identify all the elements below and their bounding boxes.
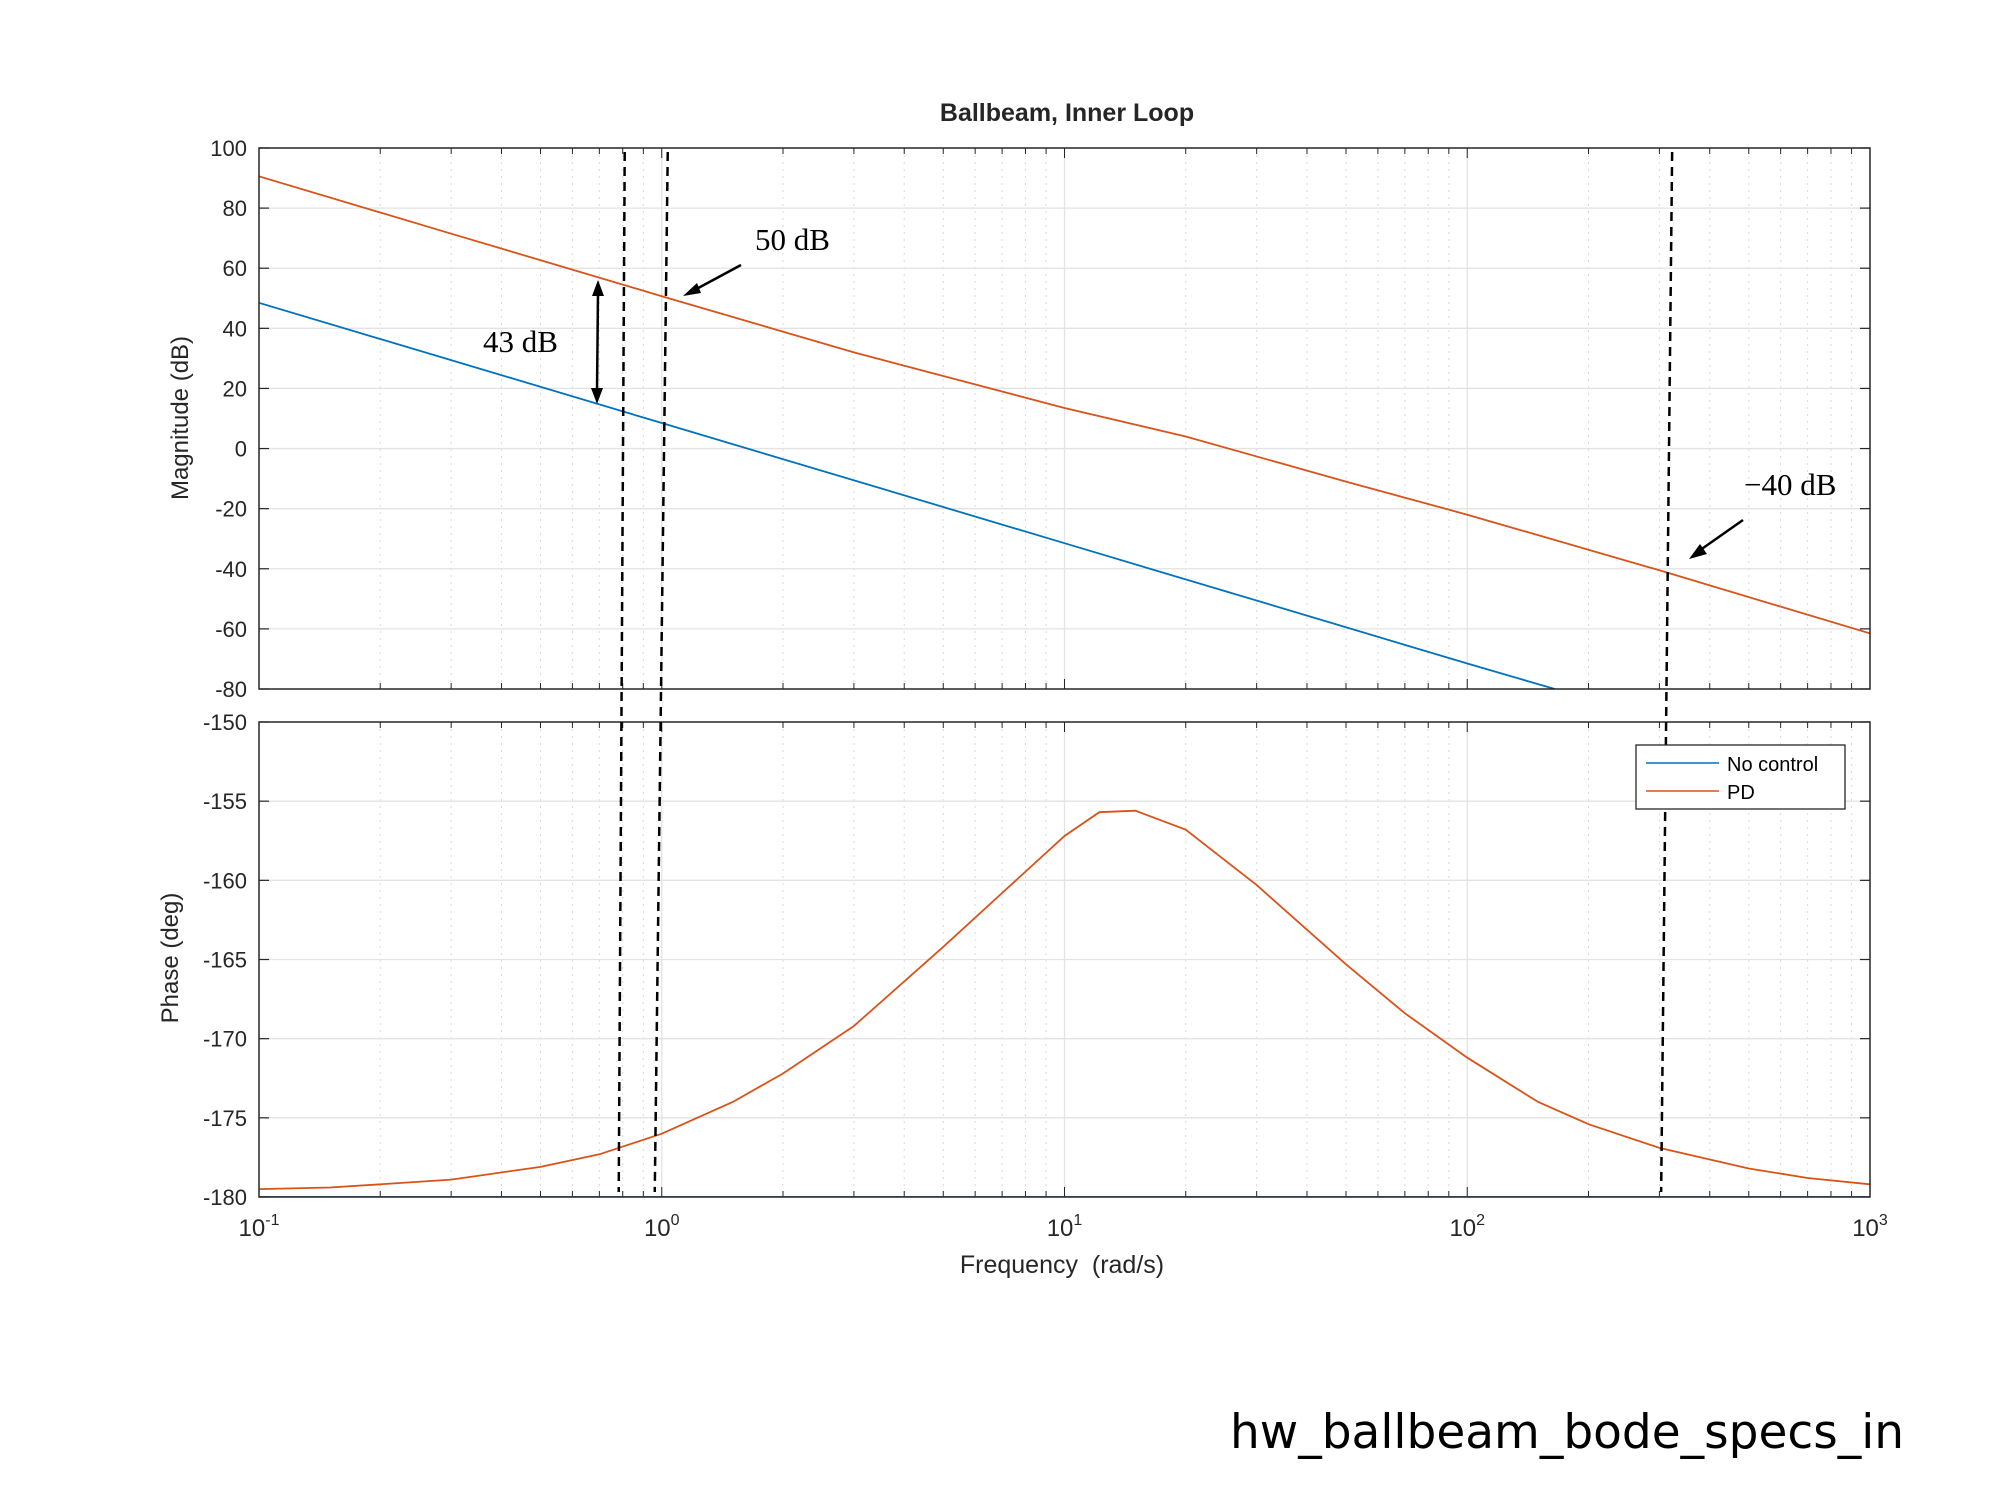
annotation-minus40db: −40 dB xyxy=(1744,467,1836,502)
legend-label-pd: PD xyxy=(1727,782,1755,804)
x-axis-label: Frequency (rad/s) xyxy=(960,1251,1164,1279)
y-tick-label: 20 xyxy=(223,376,247,401)
series-line-no-control-magnitude xyxy=(259,301,1556,689)
y-tick-label: -180 xyxy=(203,1185,247,1210)
annotations: 50 dB 43 dB −40 dB xyxy=(483,222,1836,559)
annotation-43db-arrowhead-bottom xyxy=(591,388,603,404)
y-tick-label: -40 xyxy=(215,557,247,582)
y-tick-label: 60 xyxy=(223,256,247,281)
magnitude-y-axis-label: Magnitude (dB) xyxy=(167,336,194,500)
magnitude-axes-box xyxy=(258,147,1871,690)
magnitude-y-tick-labels: -80 -60 -40 -20 0 20 40 60 80 100 xyxy=(210,136,247,702)
y-tick-label: -165 xyxy=(203,948,247,973)
y-tick-label: -170 xyxy=(203,1027,247,1052)
chart-title: Ballbeam, Inner Loop xyxy=(940,99,1194,127)
x-tick-label: 100 xyxy=(644,1212,680,1242)
annotation-minus40db-arrowhead xyxy=(1689,544,1707,559)
reference-lines xyxy=(617,151,1674,1193)
y-tick-label: -20 xyxy=(215,497,247,522)
y-tick-label: -160 xyxy=(203,868,247,893)
magnitude-series xyxy=(259,175,1870,689)
y-tick-label: 0 xyxy=(235,437,247,462)
series-line-pd-phase xyxy=(259,809,1870,1190)
annotation-43db-arrow xyxy=(595,291,600,393)
y-tick-label: -60 xyxy=(215,617,247,642)
series-line-pd-magnitude xyxy=(259,175,1870,635)
annotation-43db-arrowhead-top xyxy=(592,280,604,296)
x-tick-label: 102 xyxy=(1449,1212,1485,1242)
x-tick-label: 103 xyxy=(1852,1212,1888,1242)
phase-y-axis-label: Phase (deg) xyxy=(157,893,184,1024)
phase-series xyxy=(259,809,1870,1197)
x-tick-label: 101 xyxy=(1047,1212,1083,1242)
reference-line xyxy=(653,151,669,1193)
reference-line xyxy=(1659,151,1674,1193)
y-tick-label: 80 xyxy=(223,196,247,221)
phase-y-tick-labels: -180 -175 -170 -165 -160 -155 -150 xyxy=(203,710,247,1210)
y-tick-label: -80 xyxy=(215,677,247,702)
legend-label-no-control: No control xyxy=(1727,754,1818,776)
y-tick-label: -150 xyxy=(203,710,247,735)
legend: No control PD xyxy=(1635,744,1846,810)
magnitude-grid xyxy=(258,147,1871,690)
legend-box xyxy=(1635,744,1846,810)
phase-grid xyxy=(258,721,1871,1198)
phase-axes-box xyxy=(258,721,1871,1198)
y-tick-label: 40 xyxy=(223,316,247,341)
annotation-50db: 50 dB xyxy=(755,222,830,257)
phase-x-tick-labels: 10-1 100 101 102 103 xyxy=(239,1212,1888,1242)
annotation-50db-arrowhead xyxy=(683,283,701,296)
annotation-43db: 43 dB xyxy=(483,324,558,359)
reference-line xyxy=(617,151,626,1193)
x-tick-label: 10-1 xyxy=(239,1212,280,1242)
y-tick-label: -175 xyxy=(203,1106,247,1131)
y-tick-label: -155 xyxy=(203,789,247,814)
annotation-minus40db-arrow xyxy=(1695,518,1744,555)
y-tick-label: 100 xyxy=(210,136,247,161)
figure-caption: hw_ballbeam_bode_specs_in xyxy=(1230,1405,1905,1460)
